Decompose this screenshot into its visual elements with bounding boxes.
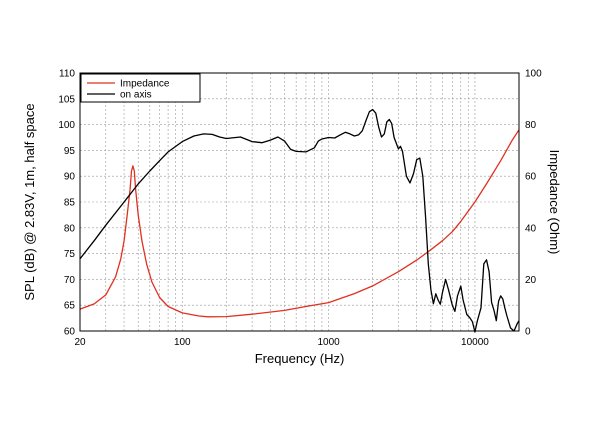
legend-box bbox=[80, 73, 201, 103]
x-tick-label: 1000 bbox=[317, 337, 340, 348]
y-left-tick-label: 75 bbox=[64, 249, 76, 260]
y-right-tick-label: 20 bbox=[525, 275, 537, 286]
y-left-tick-label: 110 bbox=[59, 69, 75, 80]
y-left-axis-title: SPL (dB) @ 2.83V, 1m, half space bbox=[22, 103, 37, 300]
x-tick-label: 20 bbox=[74, 337, 86, 348]
series-line-on-axis bbox=[79, 108, 520, 333]
y-left-tick-label: 70 bbox=[64, 275, 76, 286]
y-left-tick-label: 95 bbox=[64, 146, 76, 157]
x-tick-label: 100 bbox=[174, 337, 191, 348]
y-left-tick-label: 100 bbox=[58, 120, 75, 131]
y-right-tick-label: 60 bbox=[525, 172, 537, 183]
ticks-layer: 60 65 70 75 80 85 90 95 100 105 110 0 20 40 60 80 100 20 1… bbox=[58, 69, 542, 349]
y-left-tick-label: 105 bbox=[58, 94, 75, 105]
y-left-tick-label: 65 bbox=[64, 301, 76, 312]
y-right-axis-title: Impedance (Ohm) bbox=[547, 150, 562, 255]
series-layer bbox=[79, 108, 520, 333]
y-right-tick-label: 100 bbox=[525, 69, 542, 80]
y-left-tick-label: 90 bbox=[64, 172, 76, 183]
legend: Impedance on axis bbox=[80, 73, 201, 103]
series-line-impedance bbox=[79, 129, 520, 318]
x-tick-label: 10000 bbox=[461, 337, 489, 348]
plot-frame bbox=[79, 72, 520, 332]
grid-layer bbox=[80, 73, 519, 331]
legend-label-impedance: Impedance bbox=[120, 79, 170, 90]
y-left-tick-label: 85 bbox=[64, 198, 76, 209]
legend-label-on-axis: on axis bbox=[120, 90, 152, 101]
y-left-tick-label: 80 bbox=[64, 223, 76, 234]
y-right-tick-label: 40 bbox=[525, 223, 537, 234]
x-axis-title: Frequency (Hz) bbox=[255, 351, 345, 366]
y-right-tick-label: 80 bbox=[525, 120, 537, 131]
y-left-tick-label: 60 bbox=[64, 327, 76, 338]
y-right-tick-label: 0 bbox=[525, 327, 531, 338]
